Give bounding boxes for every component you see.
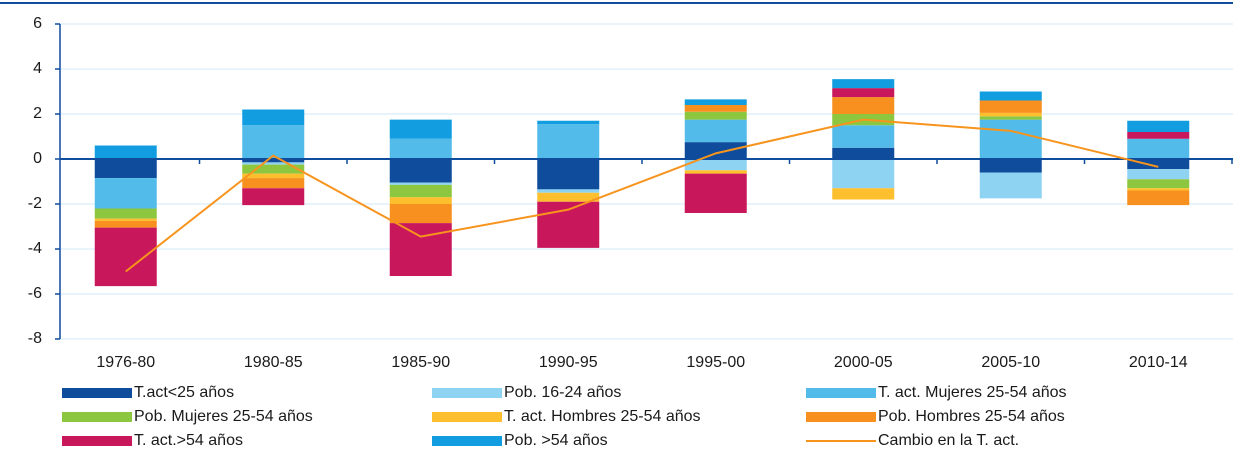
bar-segment — [684, 159, 747, 171]
bar-segment — [389, 223, 452, 276]
bar-segment — [832, 79, 895, 89]
y-tick-label: -4 — [28, 240, 42, 257]
y-tick-label: 2 — [33, 105, 42, 122]
legend-swatch — [432, 436, 502, 446]
bar-segment — [979, 172, 1042, 199]
bar-segment — [684, 173, 747, 213]
bar-segment — [979, 116, 1042, 120]
x-tick-label: 2000-05 — [834, 354, 893, 371]
legend-swatch — [62, 388, 132, 398]
bar-segment — [242, 109, 305, 126]
bar-segment — [94, 145, 157, 159]
bar-segment — [832, 97, 895, 114]
bar-segment — [832, 88, 895, 98]
bar-segment — [242, 164, 305, 174]
legend-label: T. act. Mujeres 25-54 años — [878, 384, 1067, 401]
bar-segment — [537, 192, 600, 202]
legend-label: Pob. 16-24 años — [504, 384, 621, 401]
x-tick-label: 1990-95 — [539, 354, 598, 371]
line-series — [125, 118, 1159, 273]
bar-segment — [242, 162, 305, 165]
bar-segment — [684, 119, 747, 143]
y-tick-label: -6 — [28, 285, 42, 302]
legend-label: Pob. >54 años — [504, 432, 608, 449]
legend-swatch — [62, 436, 132, 446]
bar-segment — [94, 220, 157, 228]
bar-segment — [537, 189, 600, 193]
bar-segment — [242, 159, 305, 163]
bar-segment — [242, 188, 305, 206]
bar-segment — [1127, 138, 1190, 159]
bar-segment — [684, 170, 747, 174]
bar-segment — [389, 204, 452, 224]
bar-segment — [242, 125, 305, 159]
bar-segment — [1127, 179, 1190, 189]
y-tick-label: 4 — [33, 60, 42, 77]
legend-swatch — [806, 412, 876, 422]
legend-label: T. act.>54 años — [134, 432, 243, 449]
x-tick-label: 2010-14 — [1129, 354, 1188, 371]
x-tick-label: 1980-85 — [244, 354, 303, 371]
bar-segment — [242, 173, 305, 179]
bar-segment — [979, 100, 1042, 113]
bar-segment — [537, 159, 600, 190]
bar-segment — [1127, 132, 1190, 139]
bar-segment — [684, 111, 747, 120]
bar-segment — [94, 178, 157, 209]
bar-segment — [537, 124, 600, 159]
bar-segment — [1127, 120, 1190, 132]
bar-segment — [979, 159, 1042, 173]
y-tick-label: -2 — [28, 195, 42, 212]
legend-swatch — [806, 388, 876, 398]
bar-segment — [979, 112, 1042, 117]
bar-segment — [832, 159, 895, 189]
legend-swatch — [432, 388, 502, 398]
bar-segment — [832, 147, 895, 159]
y-tick-label: -8 — [28, 330, 42, 347]
legend-label: T.act<25 años — [134, 384, 234, 401]
bar-segment — [242, 178, 305, 189]
x-tick-label: 1995-00 — [686, 354, 745, 371]
y-tick-label: 6 — [33, 15, 42, 32]
bar-segment — [94, 218, 157, 221]
bar-segment — [389, 119, 452, 139]
bar-segment — [389, 197, 452, 204]
bar-segment — [832, 125, 895, 148]
bar-segment — [94, 159, 157, 179]
x-tick-label: 2005-10 — [981, 354, 1040, 371]
legend-label: Pob. Hombres 25-54 años — [878, 408, 1065, 425]
bar-segment — [1127, 159, 1190, 170]
bar-segment — [389, 182, 452, 185]
bar-segment — [94, 208, 157, 219]
bar-segment — [684, 99, 747, 105]
bar-segment — [1127, 169, 1190, 180]
legend-label: Cambio en la T. act. — [878, 432, 1019, 449]
bar-segment — [389, 159, 452, 183]
bar-segment — [1127, 188, 1190, 191]
legend-swatch — [62, 412, 132, 422]
bar-segment — [389, 184, 452, 198]
bar-segment — [684, 142, 747, 159]
bar-segment — [979, 91, 1042, 101]
x-tick-label: 1985-90 — [391, 354, 450, 371]
bar-segment — [1127, 190, 1190, 206]
bar-segment — [537, 120, 600, 125]
legend-label: Pob. Mujeres 25-54 años — [134, 408, 313, 425]
bar-segment — [389, 138, 452, 159]
legend-label: T. act. Hombres 25-54 años — [504, 408, 701, 425]
bar-segment — [94, 227, 157, 287]
bar-segment — [684, 105, 747, 112]
y-tick-label: 0 — [33, 150, 42, 167]
bar-segment — [979, 119, 1042, 159]
bar-segment — [832, 188, 895, 200]
legend-swatch — [432, 412, 502, 422]
x-tick-label: 1976-80 — [96, 354, 155, 371]
